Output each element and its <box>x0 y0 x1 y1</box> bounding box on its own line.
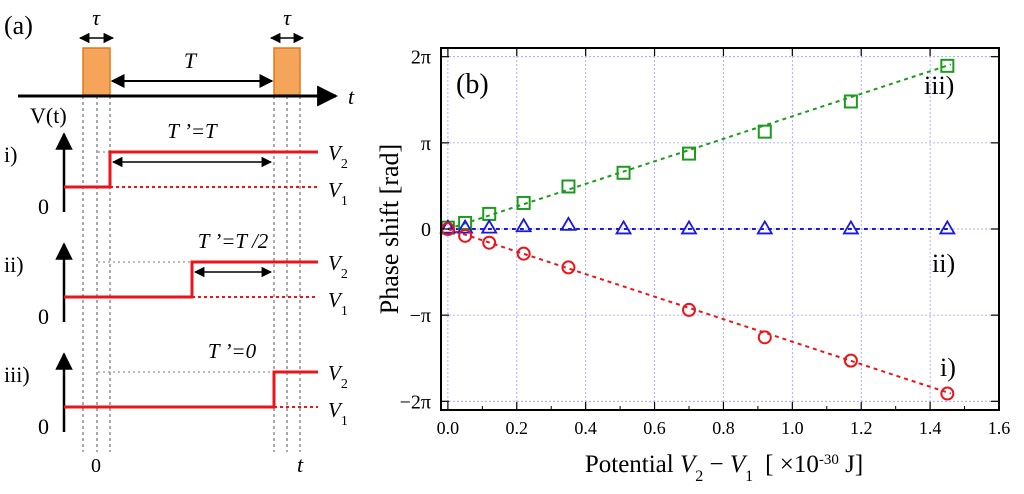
square-marker <box>516 195 531 210</box>
fit-line-square <box>447 63 952 230</box>
step-row-3: iii) 0 V2 V1 T ’=0 <box>4 339 348 439</box>
circle-marker <box>561 260 576 275</box>
row-label: iii) <box>4 362 30 387</box>
y-tick-label: 0 <box>421 219 431 241</box>
period-T-label: T <box>184 48 198 73</box>
row-label: ii) <box>4 252 24 277</box>
v1-label: V1 <box>328 178 348 209</box>
time-axis-top-label: t <box>348 84 355 109</box>
triangle-marker <box>614 219 633 235</box>
y-tick-label: −2π <box>400 391 431 413</box>
axis-tick-labels: 0.0 0.2 0.4 0.6 0.8 1.0 1.2 1.4 1.6 −2π −π 0 π 2π <box>400 47 1011 438</box>
triangle-marker <box>938 219 956 235</box>
triangle-marker <box>515 217 533 233</box>
step-row-1: i) 0 V2 V1 T ’=T <box>4 119 348 219</box>
bottom-axis-zero: 0 <box>91 455 101 477</box>
row-zero-label: 0 <box>38 194 49 219</box>
v2-label: V2 <box>328 251 348 282</box>
x-tick-label: 1.2 <box>850 418 873 438</box>
x-tick-label: 0.6 <box>643 418 666 438</box>
x-tick-label: 0.4 <box>574 418 597 438</box>
x-tick-label: 1.4 <box>919 418 942 438</box>
triangle-marker <box>842 219 860 235</box>
square-marker <box>757 124 772 139</box>
pulse-timeline: t τ τ T <box>18 5 355 109</box>
series-label-square: iii) <box>924 71 954 100</box>
x-tick-label: 0.0 <box>437 418 460 438</box>
tprime-label: T ’=T <box>167 119 218 143</box>
panel-b-label-bg <box>453 60 509 100</box>
v1-label: V1 <box>328 288 348 319</box>
circle-marker <box>757 330 772 345</box>
x-tick-label: 0.2 <box>506 418 529 438</box>
triangle-marker <box>756 219 774 235</box>
row-zero-label: 0 <box>38 304 49 329</box>
circle-marker <box>482 235 497 250</box>
triangle-marker <box>559 216 578 231</box>
tprime-label: T ’=T /2 <box>198 229 269 253</box>
tprime-label: T ’=0 <box>208 339 257 363</box>
triangle-marker <box>680 219 698 235</box>
panel-b-label: (b) <box>456 69 489 100</box>
pulse-1 <box>82 47 111 96</box>
step-row-2: ii) 0 V2 V1 T ’=T /2 <box>4 229 348 329</box>
circle-marker <box>940 386 955 401</box>
step-signal <box>64 150 318 189</box>
y-tick-label: π <box>421 133 431 155</box>
pulse-2 <box>273 47 301 96</box>
y-axis-label: Phase shift [rad] <box>375 144 404 314</box>
square-marker <box>940 58 955 73</box>
x-tick-label: 1.0 <box>781 418 804 438</box>
step-signal <box>64 260 318 299</box>
v1-label: V1 <box>328 398 348 429</box>
x-axis-label: Potential V2 − V1[ ×10-30 J] <box>585 451 863 485</box>
step-rows: i) 0 V2 V1 T ’=T ii) 0 V2 V1 T ’=T /2 iii) 0 V2 V1 T ’… <box>4 119 348 439</box>
v2-label: V2 <box>328 361 348 392</box>
bottom-axis-t: t <box>297 452 304 477</box>
x-tick-label: 1.6 <box>988 418 1011 438</box>
fit-lines <box>447 63 952 395</box>
square-marker <box>616 165 631 180</box>
circle-marker <box>682 302 696 317</box>
y-tick-label: −π <box>410 305 431 327</box>
series-labels: iii) ii) i) <box>924 71 956 382</box>
x-tick-label: 0.8 <box>712 418 735 438</box>
step-signal <box>64 370 318 409</box>
circle-marker <box>516 246 531 261</box>
triangle-marker <box>480 218 498 234</box>
row-label: i) <box>4 142 17 167</box>
square-marker <box>682 146 696 161</box>
series-label-triangle: ii) <box>932 249 955 278</box>
panel-a-timing-diagram: (a) t τ τ T V(t) i) 0 V2 V1 T ’=T <box>4 5 355 477</box>
square-marker <box>843 94 858 109</box>
circle-marker <box>843 353 858 368</box>
data-markers <box>439 58 956 401</box>
triangle-marker <box>456 218 474 234</box>
panel-a-label: (a) <box>4 11 33 40</box>
triangle-marker <box>439 218 457 234</box>
series-label-circle: i) <box>940 353 956 382</box>
v2-label: V2 <box>328 141 348 172</box>
tau-label-1: τ <box>92 5 101 30</box>
y-tick-label: 2π <box>411 47 431 69</box>
circle-marker <box>458 228 473 243</box>
square-marker <box>561 179 576 194</box>
axis-ticks <box>441 48 1000 410</box>
fit-line-circle <box>447 228 952 395</box>
panel-b-phase-shift-chart: 0.0 0.2 0.4 0.6 0.8 1.0 1.2 1.4 1.6 −2π −π 0 π 2π iii… <box>375 47 1010 485</box>
v-of-t-label: V(t) <box>30 103 67 128</box>
row-zero-label: 0 <box>38 414 49 439</box>
tau-label-2: τ <box>283 5 292 30</box>
